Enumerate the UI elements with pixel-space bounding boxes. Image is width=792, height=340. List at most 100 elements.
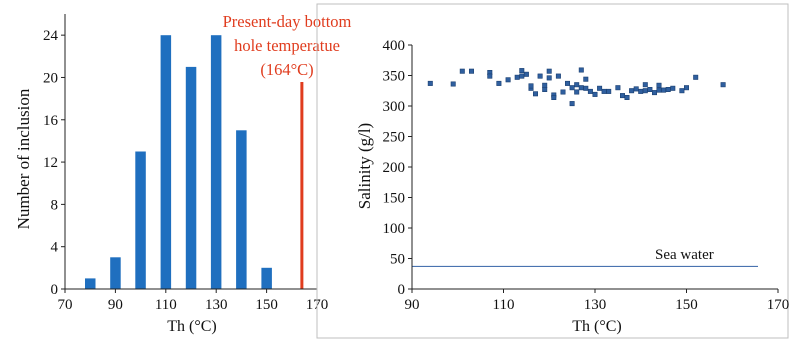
histogram-y-tick-label: 16: [43, 113, 59, 129]
scatter-point: [560, 89, 566, 95]
scatter-y-tick-label: 0: [398, 282, 406, 298]
scatter-point: [569, 85, 575, 91]
histogram-y-tick-label: 12: [43, 155, 58, 171]
scatter-axes: 90 110 130 150 170 0 50 100 150 200 250 300 350 400: [383, 38, 790, 313]
scatter-point: [693, 74, 699, 80]
annotation-line: (164°C): [260, 60, 313, 79]
scatter-point: [642, 82, 648, 88]
scatter-point: [583, 85, 589, 91]
scatter-x-tick-label: 150: [675, 297, 698, 313]
scatter-point: [656, 82, 662, 88]
scatter-point: [661, 87, 667, 93]
scatter-point: [569, 101, 575, 107]
scatter-point: [519, 73, 525, 79]
scatter-point: [578, 67, 584, 73]
histogram-x-tick-label: 110: [155, 297, 177, 313]
scatter-y-tick-label: 150: [383, 191, 406, 207]
scatter-point: [629, 88, 635, 94]
scatter-point: [546, 68, 552, 74]
scatter-point: [514, 74, 520, 80]
scatter-point: [592, 91, 598, 97]
scatter-y-tick-label: 300: [383, 99, 406, 115]
scatter-point: [551, 95, 557, 101]
scatter-point: [523, 71, 529, 77]
scatter-point: [633, 86, 639, 92]
scatter-point: [624, 95, 630, 101]
scatter-y-tick-label: 350: [383, 69, 406, 85]
scatter-point: [468, 68, 474, 74]
scatter-x-tick-label: 130: [584, 297, 607, 313]
scatter-point: [583, 76, 589, 82]
scatter-point: [574, 82, 580, 88]
histogram-y-tick-label: 4: [51, 240, 59, 256]
scatter-point: [683, 85, 689, 91]
scatter-point: [542, 87, 548, 93]
scatter-point: [574, 89, 580, 95]
histogram-x-tick-label: 90: [108, 297, 123, 313]
scatter-point: [532, 91, 538, 97]
histogram-bars: [85, 35, 272, 290]
scatter-point: [496, 80, 502, 86]
histogram-y-tick-label: 8: [51, 197, 59, 213]
scatter-point: [651, 90, 657, 96]
histogram-x-tick-label: 70: [58, 297, 73, 313]
scatter-point: [487, 73, 493, 79]
bottom-hole-temperature-annotation: Present-day bottom hole temperatue (164°C): [223, 12, 352, 79]
scatter-plot-frame: [316, 3, 789, 339]
scatter-point: [519, 68, 525, 74]
scatter-point: [679, 88, 685, 94]
histogram-y-axis-label: Number of inclusion: [14, 88, 33, 229]
histogram-bar: [135, 151, 146, 289]
histogram-y-tick-label: 20: [43, 70, 58, 86]
histogram-bar: [110, 257, 121, 289]
scatter-point: [564, 80, 570, 86]
histogram-bar: [185, 66, 197, 290]
scatter-point: [597, 85, 603, 91]
scatter-point: [656, 87, 662, 93]
scatter-point: [450, 81, 456, 87]
histogram-bar: [236, 130, 247, 289]
scatter-chart: Sea water 90 110 130 150 170 0 50 100 150 200 250 3…: [316, 3, 790, 339]
histogram-bar: [160, 35, 172, 290]
histogram-x-tick-label: 150: [255, 297, 278, 313]
scatter-point: [587, 88, 593, 94]
scatter-point: [615, 85, 621, 91]
scatter-point: [537, 73, 543, 79]
scatter-point: [619, 93, 625, 99]
scatter-point: [642, 88, 648, 94]
scatter-y-tick-label: 50: [390, 252, 405, 268]
scatter-x-tick-label: 90: [405, 297, 420, 313]
annotation-line: Present-day bottom: [223, 12, 352, 31]
scatter-point: [720, 82, 726, 88]
scatter-point: [578, 85, 584, 91]
scatter-x-tick-label: 170: [767, 297, 790, 313]
scatter-point: [647, 87, 653, 93]
histogram-y-tick-label: 0: [51, 282, 59, 298]
sea-water-label: Sea water: [655, 247, 714, 263]
histogram-bar: [261, 267, 272, 289]
scatter-point: [546, 75, 552, 81]
scatter-x-axis-label: Th (°C): [572, 318, 622, 335]
scatter-point: [459, 68, 465, 74]
scatter-y-axis-label: Salinity (g/l): [355, 123, 374, 209]
scatter-points: [427, 67, 726, 107]
annotation-line: hole temperatue: [234, 36, 340, 55]
scatter-point: [542, 82, 548, 88]
scatter-y-tick-label: 250: [383, 130, 406, 146]
scatter-point: [528, 83, 534, 89]
scatter-point: [601, 88, 607, 94]
scatter-point: [638, 88, 644, 94]
histogram-y-tick-label: 24: [43, 28, 59, 44]
histogram-bar: [85, 278, 96, 289]
histogram-x-tick-label: 130: [205, 297, 228, 313]
scatter-point: [505, 77, 511, 83]
scatter-y-tick-label: 100: [383, 221, 406, 237]
scatter-point: [665, 87, 671, 93]
histogram-bar: [210, 35, 222, 290]
histogram-x-axis-label: Th (°C): [167, 318, 217, 335]
scatter-point: [555, 73, 561, 79]
scatter-x-tick-label: 110: [493, 297, 515, 313]
scatter-point: [427, 80, 433, 86]
